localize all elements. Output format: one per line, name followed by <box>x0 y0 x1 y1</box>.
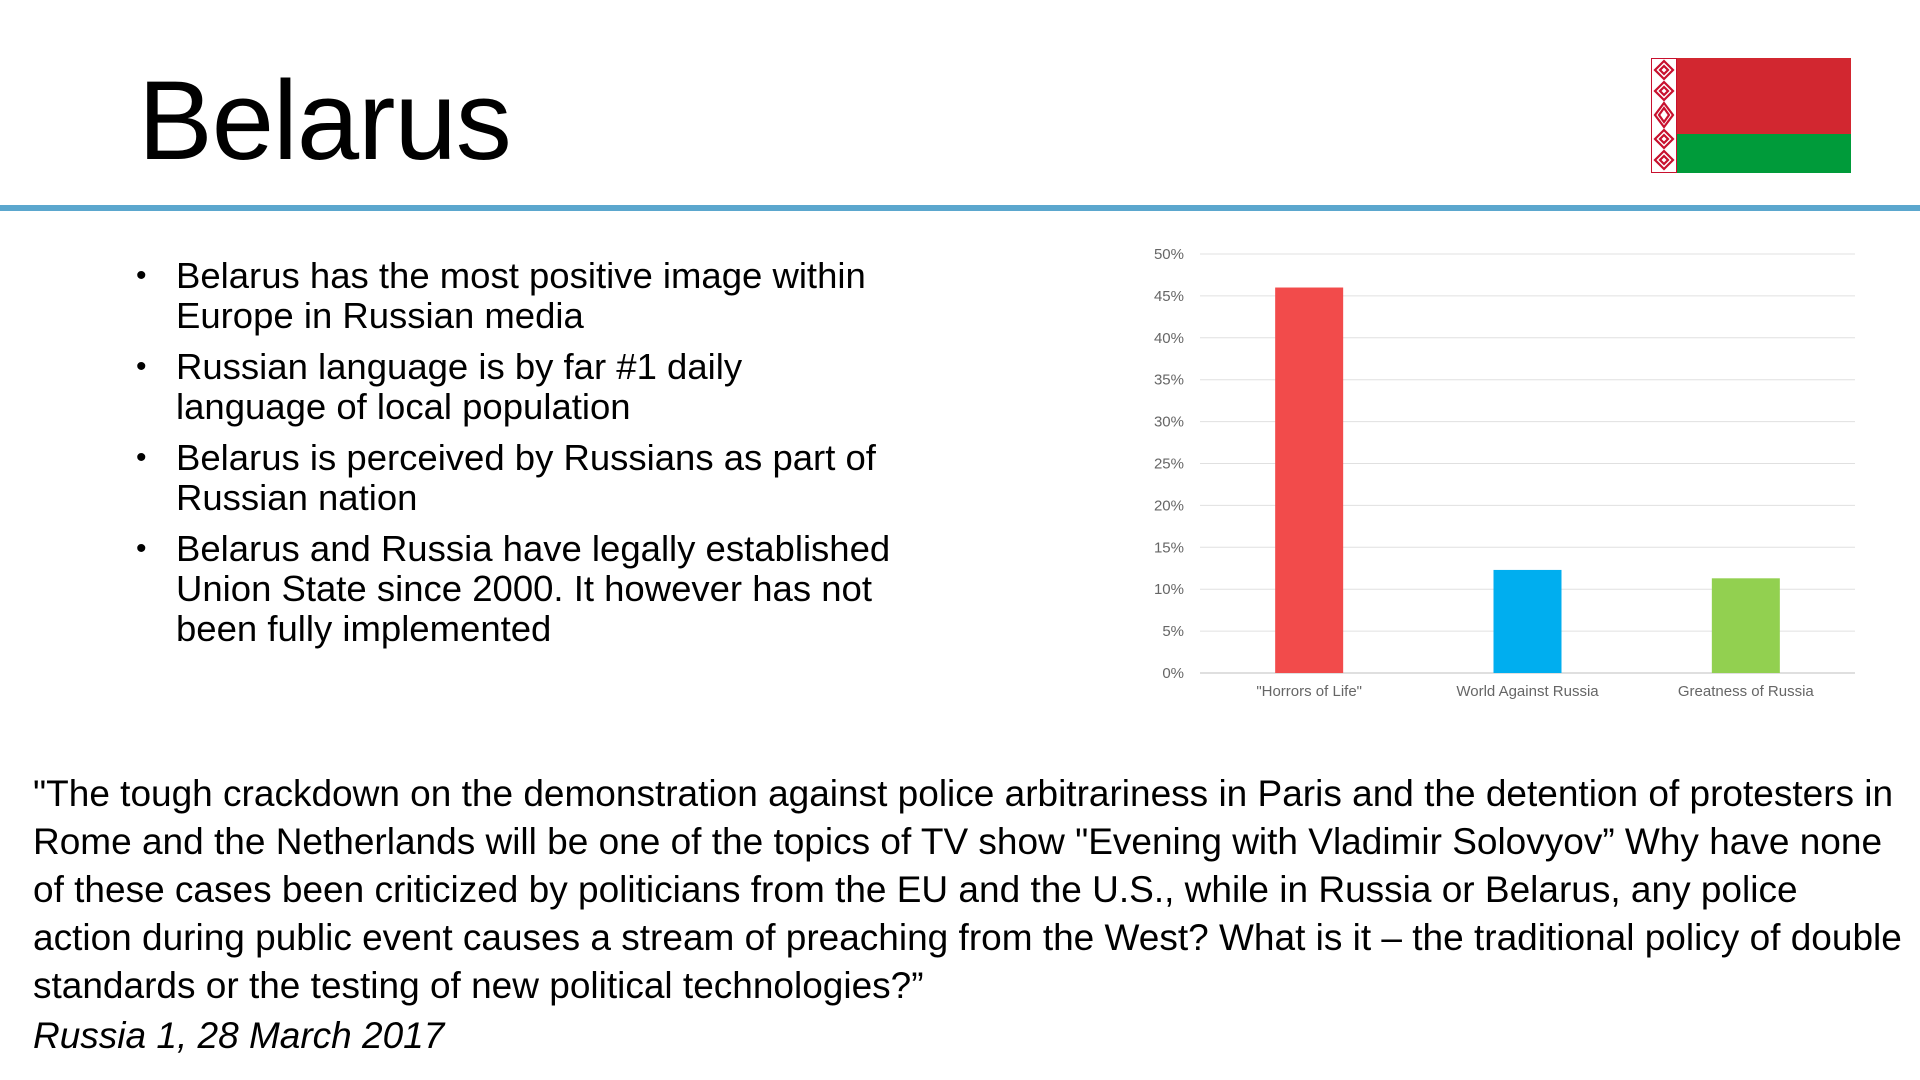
y-tick-label: 20% <box>1154 497 1184 514</box>
bar <box>1275 287 1344 673</box>
slide-title: Belarus <box>138 58 512 183</box>
bullet-dot-icon: • <box>136 350 147 383</box>
bullet-item: • Belarus is perceived by Russians as par… <box>133 438 893 518</box>
flag-green-stripe <box>1677 134 1851 173</box>
y-tick-label: 45% <box>1154 288 1184 305</box>
flag-red-stripe <box>1677 58 1851 134</box>
bullet-dot-icon: • <box>136 441 147 474</box>
belarus-flag-icon <box>1651 58 1851 173</box>
y-tick-label: 25% <box>1154 456 1184 473</box>
bullet-text: Belarus and Russia have legally establis… <box>176 528 891 649</box>
quote-attribution: Russia 1, 28 March 2017 <box>33 1015 445 1056</box>
bullet-text: Belarus has the most positive image with… <box>176 255 866 336</box>
y-tick-label: 0% <box>1162 665 1184 682</box>
bullet-item: • Belarus and Russia have legally establi… <box>133 529 893 649</box>
bullet-item: • Russian language is by far #1 daily lan… <box>133 347 893 427</box>
y-tick-label: 10% <box>1154 581 1184 598</box>
bullet-dot-icon: • <box>136 259 147 292</box>
title-divider <box>0 205 1920 211</box>
bullet-text: Belarus is perceived by Russians as part… <box>176 437 876 518</box>
flag-ornament-border <box>1651 58 1677 173</box>
quote-text: "The tough crackdown on the demonstratio… <box>33 773 1902 1006</box>
y-tick-label: 35% <box>1154 372 1184 389</box>
bar <box>1493 569 1562 673</box>
y-tick-label: 15% <box>1154 539 1184 556</box>
bullet-text: Russian language is by far #1 daily lang… <box>176 346 743 427</box>
bullet-list: • Belarus has the most positive image wit… <box>133 256 893 660</box>
x-tick-label: World Against Russia <box>1456 683 1599 700</box>
y-tick-label: 30% <box>1154 414 1184 431</box>
y-tick-label: 50% <box>1154 246 1184 263</box>
bar <box>1711 578 1780 673</box>
bar-chart: 0% 5% 10% 15% 20% 25% 30% 35% 40% 45% 50% "Horrors … <box>1154 246 1855 700</box>
flag-ornament-pattern <box>1653 59 1675 171</box>
bullet-item: • Belarus has the most positive image wit… <box>133 256 893 336</box>
y-tick-label: 40% <box>1154 330 1184 347</box>
bullet-dot-icon: • <box>136 532 147 565</box>
x-tick-label: "Horrors of Life" <box>1256 683 1362 700</box>
y-tick-label: 5% <box>1162 623 1184 640</box>
x-tick-label: Greatness of Russia <box>1678 683 1815 700</box>
